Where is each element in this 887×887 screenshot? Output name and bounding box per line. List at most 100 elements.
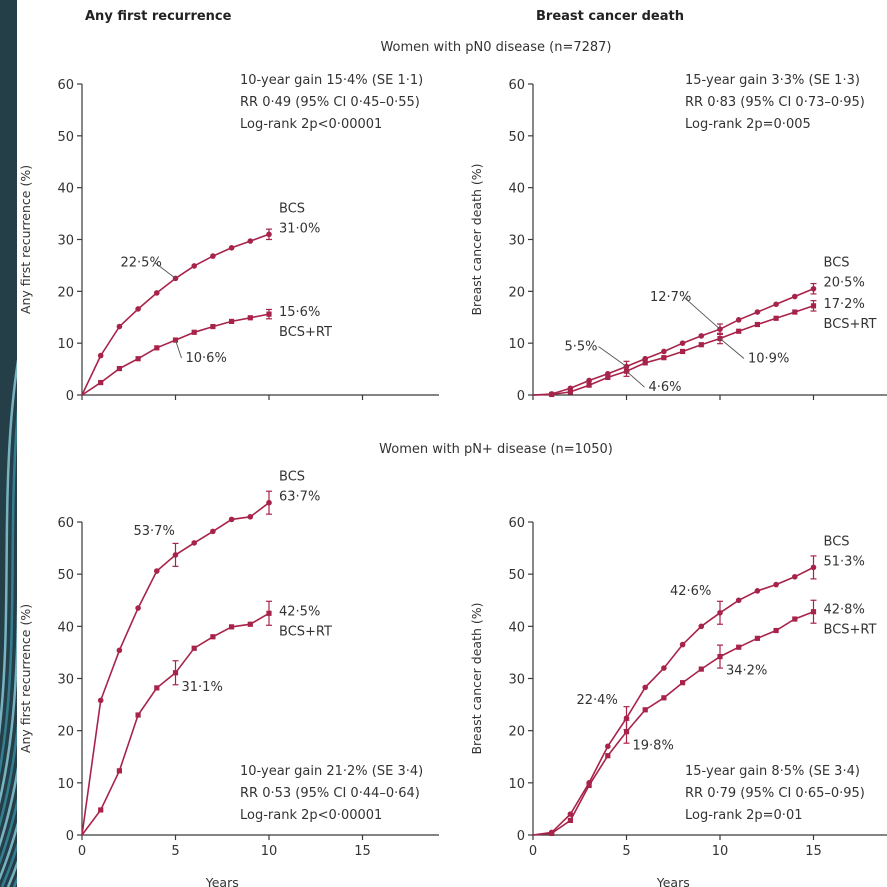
y-tick-label: 10 [508,777,525,792]
x-tick-label: 0 [529,844,537,859]
series-end-value-label: 15·6% [279,305,320,320]
data-point [116,365,122,372]
data-point [792,309,798,315]
data-point [773,581,779,588]
chart-panel-4: 0 10 20 30 40 50 60 0 5 10 15 Breast cancer death (… [469,516,887,887]
data-point [567,389,573,395]
column-header-left: Any first recurrence [85,9,232,24]
data-point [154,685,160,691]
series-name-label: BCS [824,256,850,271]
data-point [228,244,235,251]
y-tick-label: 40 [57,620,74,635]
data-point [247,238,254,244]
y-tick-label: 0 [517,829,525,844]
series-end-value-label: 17·2% [824,297,865,312]
data-point [605,374,611,380]
series-line-bcs [532,287,814,396]
series-end-value-label: 51·3% [824,554,865,569]
annotation-label: 42·6% [670,584,711,599]
stats-line: 15-year gain 8·5% (SE 3·4) [685,764,860,779]
annotation-label: 19·8% [633,739,674,754]
annotation-label: 53·7% [134,524,175,539]
y-tick-label: 30 [508,234,525,249]
data-point [605,743,611,750]
y-tick-label: 50 [508,568,525,583]
stats-line: RR 0·83 (95% CI 0·73–0·95) [685,95,865,110]
data-point [549,830,555,837]
data-point [247,315,253,321]
data-point [154,345,160,351]
data-point [247,621,253,627]
series-end-value-label: 63·7% [279,490,320,505]
annotation-label: 22·5% [121,255,162,270]
y-tick-label: 10 [508,337,525,352]
data-point [736,644,742,650]
series-line-bcs-rt [81,612,270,836]
series-end-value-label: 20·5% [824,276,865,291]
data-point [116,768,122,774]
data-point [229,318,235,324]
data-point [567,817,573,823]
data-point [116,647,123,654]
chart-panel-1: 0 10 20 30 40 50 60 Any first recurrence (%) BCS… [18,73,439,404]
x-tick-label: 10 [261,844,278,859]
y-tick-label: 0 [66,829,74,844]
y-tick-label: 50 [508,130,525,145]
data-point [773,315,779,321]
y-tick-label: 30 [57,234,74,249]
data-point [567,811,574,817]
y-tick-label: 10 [57,777,74,792]
data-point [661,695,667,701]
data-point [586,782,592,789]
stats-line: Log-rank 2p=0·01 [685,808,802,823]
stats-line: Log-rank 2p=0·005 [685,117,811,132]
data-point [549,391,555,398]
data-point [642,355,648,362]
x-tick-label: 5 [171,844,179,859]
data-point [642,707,648,713]
y-tick-label: 60 [57,78,74,93]
stats-line: RR 0·49 (95% CI 0·45–0·55) [240,95,420,110]
data-point [679,641,686,648]
data-point [210,528,216,535]
series-name-label: BCS+RT [824,623,877,638]
data-point [228,516,235,523]
stats-line: 10-year gain 21·2% (SE 3·4) [240,764,423,779]
y-tick-label: 50 [57,130,74,145]
subtitle-top: Women with pN0 disease (n=7287) [380,40,611,55]
y-tick-label: 30 [57,673,74,688]
data-point [680,348,686,355]
data-point [135,605,141,611]
data-point [642,360,648,366]
stats-line: Log-rank 2p<0·00001 [240,117,382,132]
figure-panel: Any first recurrence Breast cancer death… [17,0,887,887]
chart-panel-2: 0 10 20 30 40 50 60 Breast cancer death (%) BCS 2… [469,73,887,404]
y-tick-label: 20 [57,725,74,740]
y-tick-label: 60 [57,516,74,531]
y-tick-label: 0 [517,389,525,404]
data-point [98,807,104,813]
data-point [661,355,667,361]
data-point [773,301,779,308]
stats-line: Log-rank 2p<0·00001 [240,808,382,823]
x-axis-label: Years [656,875,690,887]
y-tick-label: 40 [508,182,525,197]
series-name-label: BCS [279,201,305,216]
annotation-label: 10·9% [748,352,789,367]
series-name-label: BCS+RT [279,325,332,340]
column-header-right: Breast cancer death [536,9,684,24]
y-axis-label: Breast cancer death (%) [469,163,484,315]
data-point [642,684,648,691]
x-tick-label: 10 [712,844,729,859]
annotation-leader [626,370,645,388]
data-point [97,697,104,704]
annotation-label: 12·7% [650,290,691,305]
annotation-leader [154,262,176,279]
stats-line: 15-year gain 3·3% (SE 1·3) [685,73,860,88]
data-point [773,627,779,634]
series-end-value-label: 42·8% [824,603,865,618]
data-point [586,382,592,388]
annotation-label: 34·2% [726,664,767,679]
data-point [735,597,742,604]
data-point [98,379,104,386]
